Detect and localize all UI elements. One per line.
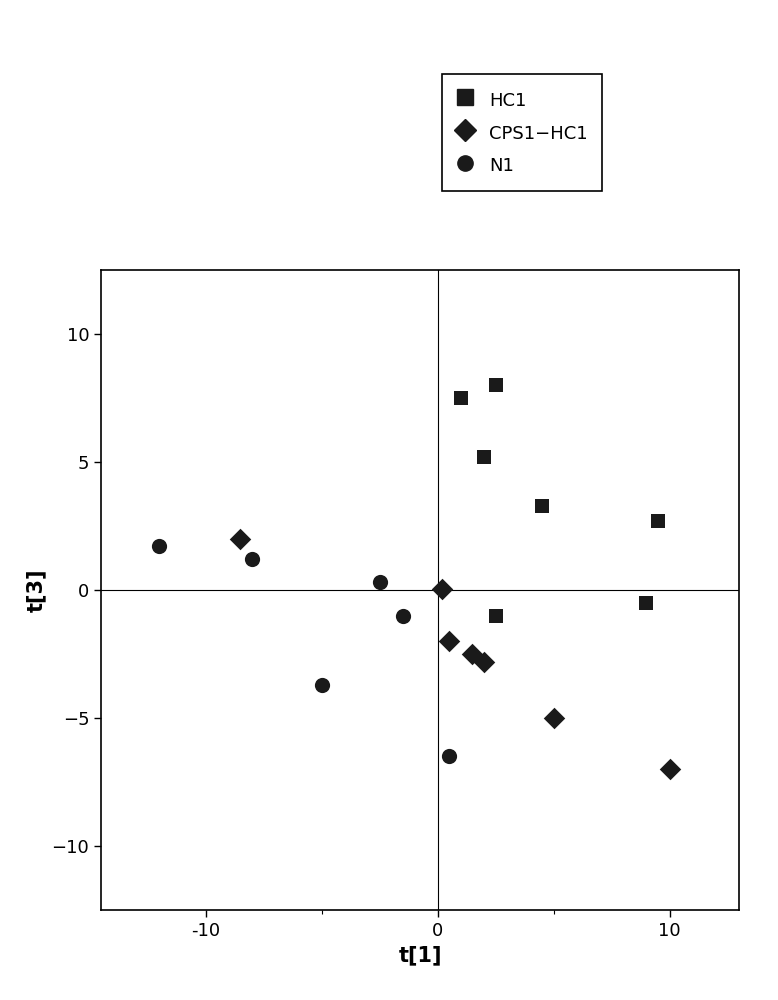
Point bbox=[664, 761, 676, 777]
Point bbox=[373, 574, 386, 590]
Point bbox=[454, 390, 467, 406]
Point bbox=[443, 748, 455, 764]
Point bbox=[436, 581, 448, 597]
Point bbox=[234, 531, 247, 547]
Point bbox=[466, 646, 478, 662]
Point bbox=[489, 377, 502, 393]
Point bbox=[640, 595, 653, 611]
Point bbox=[443, 633, 455, 649]
X-axis label: t[1]: t[1] bbox=[398, 945, 442, 965]
Legend: HC1, CPS1−HC1, N1: HC1, CPS1−HC1, N1 bbox=[442, 74, 602, 191]
Point bbox=[397, 608, 409, 624]
Y-axis label: t[3]: t[3] bbox=[26, 568, 46, 612]
Point bbox=[652, 513, 664, 529]
Point bbox=[478, 449, 490, 465]
Point bbox=[246, 551, 258, 567]
Point bbox=[547, 710, 559, 726]
Point bbox=[315, 677, 328, 693]
Point bbox=[153, 538, 166, 554]
Point bbox=[478, 654, 490, 670]
Point bbox=[489, 608, 502, 624]
Point bbox=[536, 498, 548, 514]
